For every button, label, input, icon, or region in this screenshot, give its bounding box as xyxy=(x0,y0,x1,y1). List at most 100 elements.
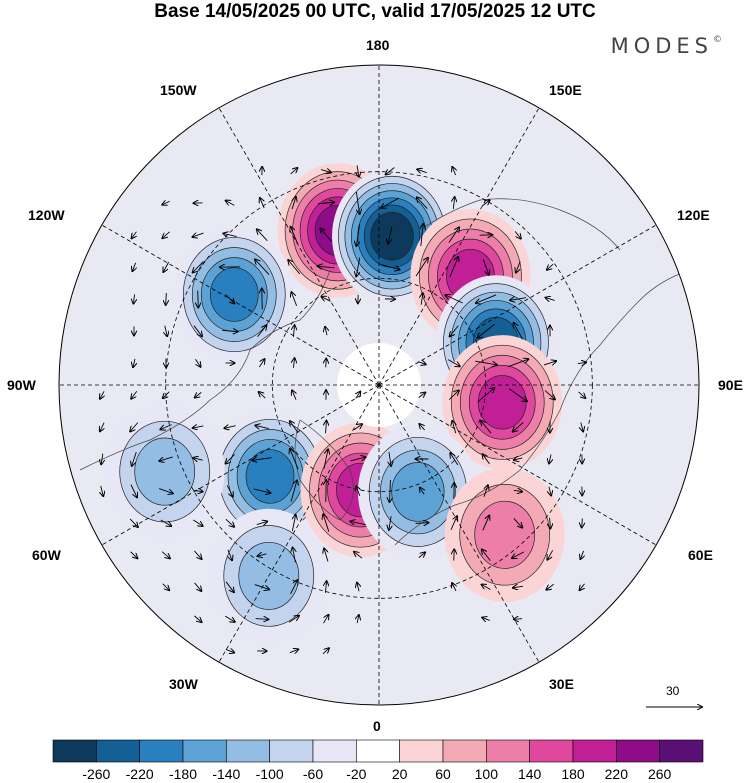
wind-vector xyxy=(386,167,395,175)
wind-vector xyxy=(547,263,554,270)
wind-vector xyxy=(255,259,270,275)
wind-vector xyxy=(194,615,201,622)
meridian xyxy=(378,384,540,663)
wind-vector xyxy=(546,583,554,590)
wind-vector xyxy=(514,231,521,238)
wind-vector xyxy=(476,294,497,303)
wind-vector xyxy=(421,224,423,246)
wind-vector xyxy=(453,197,454,209)
lon-label-60w: 60W xyxy=(32,547,61,563)
wind-vector xyxy=(323,615,329,624)
wind-vector xyxy=(195,359,200,366)
colorbar-swatch xyxy=(399,739,444,763)
colorbar-swatch xyxy=(486,739,530,763)
colorbar-tick-label: 260 xyxy=(647,766,672,782)
anomaly-centre-positive xyxy=(444,467,565,603)
wind-vector xyxy=(290,480,297,502)
wind-vector xyxy=(356,257,361,277)
wind-vector xyxy=(543,361,556,365)
wind-vectors xyxy=(100,165,586,655)
wind-vector xyxy=(357,165,359,176)
coastline-north-america xyxy=(79,269,331,471)
wind-vector xyxy=(292,197,296,210)
wind-vector xyxy=(482,549,491,561)
wind-vector xyxy=(418,552,425,558)
wind-vector xyxy=(259,392,266,399)
wind-vector xyxy=(417,169,427,172)
wind-vector xyxy=(475,360,497,365)
meridian xyxy=(378,384,657,546)
wind-vector xyxy=(356,224,359,246)
wind-vector xyxy=(193,490,202,491)
wind-vector xyxy=(290,580,298,595)
wind-vector xyxy=(325,327,327,336)
wind-vector xyxy=(159,456,173,461)
wind-vector xyxy=(447,359,460,367)
wind-vector xyxy=(445,295,463,304)
wind-vector xyxy=(228,549,232,561)
colorbar-tick-label: -180 xyxy=(168,766,198,782)
wind-vector xyxy=(322,648,329,655)
modes-logo: MODES© xyxy=(611,34,722,58)
wind-vector xyxy=(549,454,551,464)
wind-vector xyxy=(484,485,488,497)
wind-vector xyxy=(420,488,424,495)
wind-vector xyxy=(320,170,331,173)
wind-vector xyxy=(580,583,585,590)
graticule xyxy=(59,65,699,705)
wind-vector xyxy=(448,390,459,400)
wind-vector xyxy=(225,581,234,592)
map-title: Base 14/05/2025 00 UTC, valid 17/05/2025… xyxy=(154,1,596,22)
lon-label-120w: 120W xyxy=(28,207,65,223)
wind-vector xyxy=(356,192,359,214)
wind-vector xyxy=(326,359,327,368)
colorbar-tick-label: -220 xyxy=(125,766,154,782)
colorbar-swatch xyxy=(659,739,704,763)
wind-vector xyxy=(132,231,137,239)
wind-vector xyxy=(544,390,555,400)
wind-vector xyxy=(194,550,201,559)
colorbar-tick-label: 20 xyxy=(391,766,408,782)
wind-vector xyxy=(256,521,267,524)
wind-vector xyxy=(507,359,529,368)
wind-vector xyxy=(550,517,551,529)
wind-vector xyxy=(163,261,170,272)
colorbar-swatch xyxy=(139,739,184,763)
colorbar-tick-label: 180 xyxy=(561,766,585,782)
wind-vector xyxy=(288,260,301,275)
wind-vector xyxy=(224,426,236,429)
anomaly-centre-negative xyxy=(104,404,225,539)
wind-vector xyxy=(324,548,329,562)
wind-vector xyxy=(290,449,299,470)
wind-vector xyxy=(289,649,298,652)
colorbar-swatch xyxy=(529,739,574,763)
wind-vector xyxy=(417,197,428,209)
wind-vector xyxy=(290,421,299,434)
wind-vector xyxy=(321,297,331,302)
wind-vector xyxy=(357,615,359,624)
wind-vector xyxy=(323,514,330,532)
wind-vector xyxy=(350,521,366,524)
wind-vector xyxy=(288,616,299,623)
wind-vector xyxy=(162,201,170,204)
wind-vector xyxy=(549,486,551,496)
meridian xyxy=(101,384,380,546)
brand-name: MODES xyxy=(610,34,713,58)
colorbar-swatch xyxy=(312,739,357,763)
wind-vector xyxy=(482,200,489,207)
wind-vector xyxy=(132,262,135,271)
wind-vector xyxy=(133,294,134,303)
wind-vector xyxy=(415,523,429,524)
wind-vector xyxy=(513,422,524,431)
meridian xyxy=(101,224,380,386)
wind-vector xyxy=(448,227,459,243)
wind-vector xyxy=(577,362,586,363)
wind-vector xyxy=(514,458,523,460)
wind-vector xyxy=(483,454,490,465)
meridian xyxy=(378,224,657,386)
wind-vector xyxy=(160,424,172,430)
wind-vector xyxy=(254,584,269,590)
wind-vector xyxy=(260,198,265,209)
wind-vector xyxy=(389,451,391,466)
wind-vector xyxy=(482,618,490,621)
